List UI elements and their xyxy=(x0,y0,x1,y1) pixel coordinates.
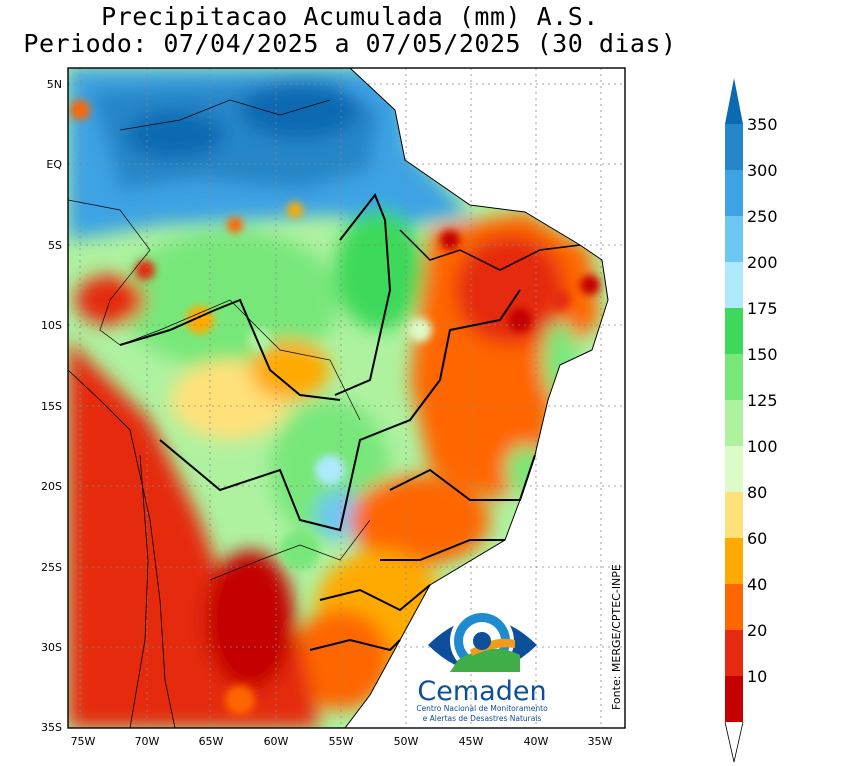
legend-swatch xyxy=(725,78,743,124)
legend-swatch xyxy=(725,584,743,630)
legend-swatch xyxy=(725,308,743,354)
logo-subtitle: e Alertas de Desastres Naturais xyxy=(423,714,542,723)
legend-swatch xyxy=(725,170,743,216)
map-title: Precipitacao Acumulada (mm) A.S. xyxy=(101,2,599,31)
boundaries xyxy=(68,68,609,728)
precipitation-field xyxy=(68,68,608,728)
legend-label: 300 xyxy=(747,161,778,180)
legend-swatch xyxy=(725,262,743,308)
lon-label: 45W xyxy=(459,735,484,748)
cemaden-logo: Cemaden Centro Nacional de Monitoramento… xyxy=(416,609,548,723)
source-label: Fonte: MERGE/CPTEC-INPE xyxy=(610,564,623,710)
lat-label: EQ xyxy=(46,158,62,171)
lon-label: 55W xyxy=(329,735,354,748)
legend-label: 350 xyxy=(747,115,778,134)
lat-label: 30S xyxy=(41,641,62,654)
lat-label: 5S xyxy=(48,239,62,252)
logo-subtitle: Centro Nacional de Monitoramento xyxy=(416,704,548,713)
lat-label: 5N xyxy=(47,78,62,91)
lon-label: 60W xyxy=(264,735,289,748)
lat-label: 35S xyxy=(41,721,62,734)
lon-label: 40W xyxy=(524,735,549,748)
lat-label: 20S xyxy=(41,480,62,493)
legend-label: 250 xyxy=(747,207,778,226)
legend-label: 40 xyxy=(747,575,767,594)
legend-label: 175 xyxy=(747,299,778,318)
legend-label: 60 xyxy=(747,529,767,548)
legend-swatch xyxy=(725,354,743,400)
lat-label: 15S xyxy=(41,400,62,413)
legend-swatch xyxy=(725,124,743,170)
lon-label: 75W xyxy=(71,735,96,748)
legend-swatch xyxy=(725,446,743,492)
lon-label: 35W xyxy=(588,735,613,748)
lon-label: 50W xyxy=(394,735,419,748)
legend-label: 80 xyxy=(747,483,767,502)
legend-swatch xyxy=(725,216,743,262)
lon-label: 65W xyxy=(199,735,224,748)
legend-label: 125 xyxy=(747,391,778,410)
legend-swatch xyxy=(725,630,743,676)
legend-swatch xyxy=(725,492,743,538)
map-period: Periodo: 07/04/2025 a 07/05/2025 (30 dia… xyxy=(23,29,677,58)
legend-swatch xyxy=(725,538,743,584)
legend-label: 150 xyxy=(747,345,778,364)
legend-label: 100 xyxy=(747,437,778,456)
lat-label: 25S xyxy=(41,561,62,574)
graticule xyxy=(68,68,625,728)
lon-label: 70W xyxy=(135,735,160,748)
legend-colorbar: 350 300 250 200 175 150 125 100 80 60 40 20 10 xyxy=(724,78,778,763)
lat-axis: 5N EQ 5S 10S 15S 20S 25S 30S 35S xyxy=(41,78,62,734)
legend-label: 200 xyxy=(747,253,778,272)
legend-swatch xyxy=(725,400,743,446)
legend-label: 10 xyxy=(747,667,767,686)
legend-swatch xyxy=(725,676,743,722)
lon-axis: 75W 70W 65W 60W 55W 50W 45W 40W 35W xyxy=(71,735,613,748)
legend-label: 20 xyxy=(747,621,767,640)
legend-lower-arrow xyxy=(724,721,744,763)
lat-label: 10S xyxy=(41,319,62,332)
logo-name: Cemaden xyxy=(417,676,546,707)
